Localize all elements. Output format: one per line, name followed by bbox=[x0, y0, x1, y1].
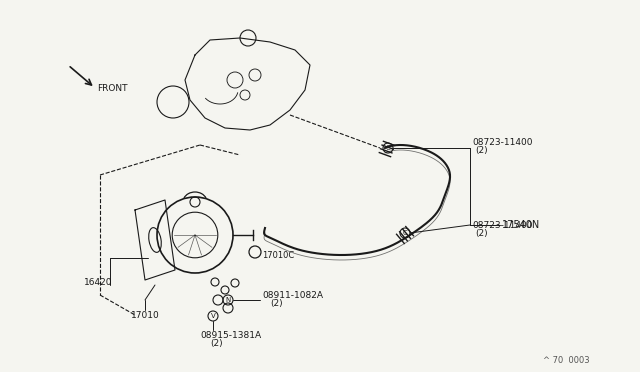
Text: 17540N: 17540N bbox=[502, 220, 540, 230]
Text: 08723-11400: 08723-11400 bbox=[472, 221, 532, 230]
Text: 17010: 17010 bbox=[131, 311, 159, 320]
Text: V: V bbox=[211, 313, 216, 319]
Text: ^ 70  0003: ^ 70 0003 bbox=[543, 356, 590, 365]
Text: C: C bbox=[386, 145, 390, 151]
Text: 17010C: 17010C bbox=[262, 251, 294, 260]
Text: C: C bbox=[403, 230, 408, 236]
Text: (2): (2) bbox=[210, 339, 223, 348]
Text: N: N bbox=[225, 297, 230, 303]
Text: 16420: 16420 bbox=[84, 278, 112, 287]
Text: 08915-1381A: 08915-1381A bbox=[200, 331, 261, 340]
Text: (2): (2) bbox=[475, 229, 488, 238]
Text: 08723-11400: 08723-11400 bbox=[472, 138, 532, 147]
Text: FRONT: FRONT bbox=[97, 83, 127, 93]
Text: 08911-1082A: 08911-1082A bbox=[262, 291, 323, 300]
Text: (2): (2) bbox=[270, 299, 283, 308]
Text: (2): (2) bbox=[475, 146, 488, 155]
